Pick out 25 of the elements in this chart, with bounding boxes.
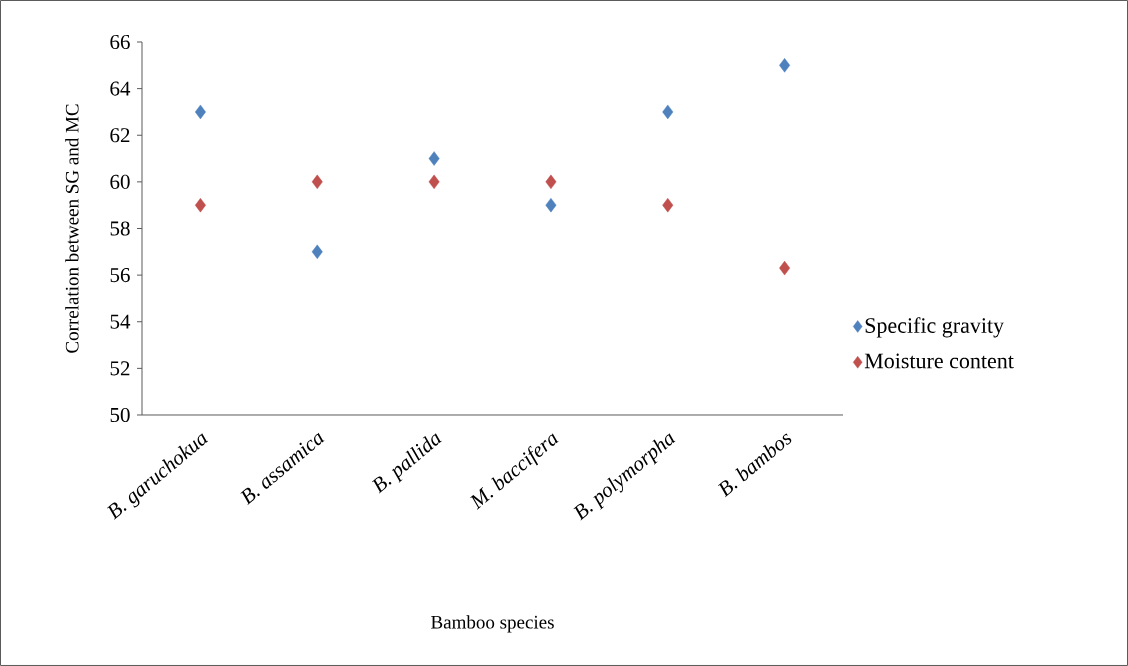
legend-label: Moisture content xyxy=(864,353,1014,369)
y-axis-title: Correlation between SG and MC xyxy=(65,104,79,353)
legend-label: Specific gravity xyxy=(865,317,1005,338)
y-tick-label: 66 xyxy=(110,34,130,50)
y-tick-label: 60 xyxy=(110,174,130,189)
point xyxy=(194,197,206,213)
x-axis-title: Bamboo species xyxy=(431,615,554,633)
y-tick-label: 54 xyxy=(110,314,131,329)
point xyxy=(311,174,323,190)
point xyxy=(311,244,323,259)
y-tick-label: 56 xyxy=(110,268,130,283)
y-tick-label: 52 xyxy=(110,361,130,376)
y-tick-label: 64 xyxy=(110,81,131,96)
point xyxy=(428,174,440,190)
point xyxy=(545,197,557,213)
point xyxy=(662,197,674,213)
point xyxy=(428,151,440,166)
y-tick-label: 62 xyxy=(110,128,130,143)
point xyxy=(194,104,206,120)
y-tick-label: 50 xyxy=(110,407,130,423)
y-tick-label: 58 xyxy=(110,221,130,236)
point xyxy=(662,104,674,120)
point xyxy=(779,58,791,73)
point xyxy=(779,260,791,276)
point xyxy=(545,174,557,190)
